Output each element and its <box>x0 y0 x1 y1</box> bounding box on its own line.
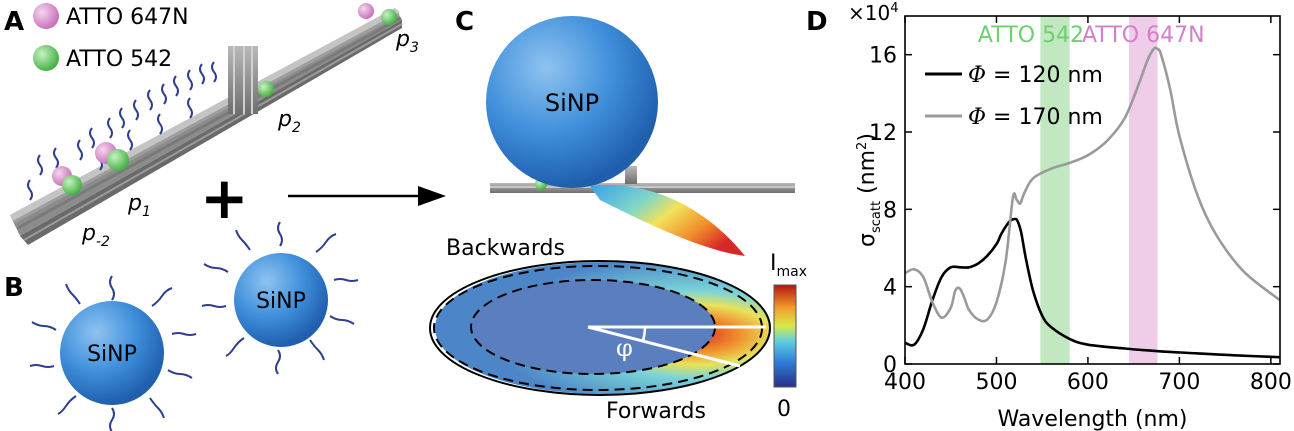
colorbar-max-label: Imax <box>770 251 807 280</box>
dna-origami-rod <box>10 8 403 245</box>
atto542-dot-icon <box>33 45 59 71</box>
atto647n-dot-icon <box>33 3 59 29</box>
panel-b: B SiNP SiNP <box>4 221 359 431</box>
sinp-label-large: SiNP <box>545 89 599 117</box>
sinp-particle-1 <box>60 301 164 405</box>
legend-atto647n: ATTO 647N <box>66 5 189 30</box>
pillar <box>625 166 637 184</box>
panel-c: C SiNP φ Backwards Forwards Imax 0 <box>429 7 807 424</box>
plus-sign: + <box>200 164 249 232</box>
plot-frame <box>904 15 1281 365</box>
series-line-phi170 <box>904 46 1281 323</box>
site-label-p2: p2 <box>277 107 301 136</box>
site-label-p3: p3 <box>395 27 419 56</box>
y-tick-label: 0 <box>883 353 897 378</box>
fluorophore-p1-green <box>107 149 129 171</box>
panel-c-letter: C <box>455 7 474 37</box>
x-axis-label: Wavelength (nm) <box>997 407 1187 431</box>
sinp-particle-large <box>486 16 658 188</box>
x-tick-label: 800 <box>1250 370 1292 395</box>
fluorophore-p2-green <box>258 81 274 97</box>
emission-ring-map <box>429 260 771 396</box>
fluorophore-p3-green <box>381 9 397 25</box>
ligand-strands-1 <box>29 275 197 431</box>
reaction-arrow-icon <box>288 186 446 206</box>
panel-b-letter: B <box>4 273 24 303</box>
sinp-label-2: SiNP <box>256 289 306 314</box>
panel-a: A ATTO 647N ATTO 542 <box>4 3 419 250</box>
forwards-label: Forwards <box>606 399 706 424</box>
dna-strands <box>27 61 217 201</box>
fluorophore-p-2-green <box>62 175 82 195</box>
y-tick-label: 16 <box>869 44 897 69</box>
ligand-strands-2 <box>201 221 359 375</box>
panel-d-letter: D <box>806 7 828 37</box>
y-axis-label: σscatt (nm2) <box>855 133 884 247</box>
band-label-atto647n: ATTO 647N <box>1082 23 1205 48</box>
y-tick-label: 4 <box>883 276 897 301</box>
series-line-phi120 <box>904 217 1281 359</box>
site-label-p-2: p-2 <box>81 221 110 250</box>
y-tick-label: 12 <box>869 121 897 146</box>
colorbar-min-label: 0 <box>777 397 791 422</box>
sinp-particle-2 <box>234 253 328 347</box>
y-multiplier: ×104 <box>848 1 899 25</box>
panel-a-letter: A <box>4 7 24 37</box>
x-tick-label: 700 <box>1158 370 1200 395</box>
angle-phi: φ <box>616 334 633 362</box>
substrate-rod <box>490 183 795 193</box>
x-tick-label: 400 <box>884 370 926 395</box>
x-tick-label: 600 <box>1067 370 1109 395</box>
site-label-p1: p1 <box>127 191 151 220</box>
legend-atto542: ATTO 542 <box>66 47 172 72</box>
band-atto542 <box>1040 16 1070 364</box>
y-tick-label: 8 <box>883 198 897 223</box>
fluorophore-p3-pink <box>358 3 374 19</box>
band-label-atto542: ATTO 542 <box>978 23 1084 48</box>
x-tick-label: 500 <box>975 370 1017 395</box>
emission-lobe <box>590 184 745 256</box>
legend-label-phi120: Φ = 120 nm <box>968 63 1103 88</box>
colorbar <box>773 284 797 388</box>
legend-label-phi170: Φ = 170 nm <box>968 105 1103 130</box>
backwards-label: Backwards <box>446 236 565 261</box>
sinp-label-1: SiNP <box>87 342 137 367</box>
